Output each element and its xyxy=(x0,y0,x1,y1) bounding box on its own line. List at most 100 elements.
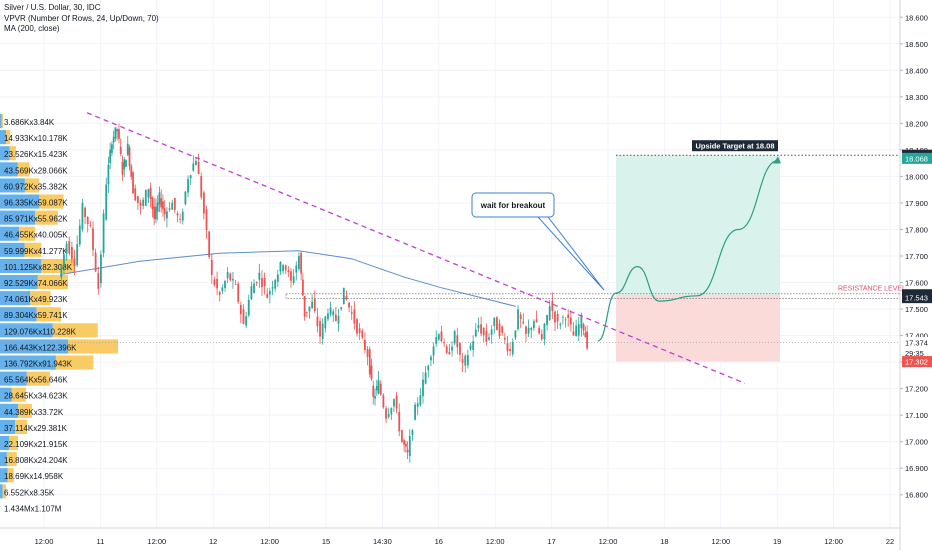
candle-body xyxy=(559,324,562,326)
vp-row-label: 89.304Kx59.741K xyxy=(4,311,68,320)
candle-body xyxy=(474,329,477,337)
candle-body xyxy=(166,211,168,219)
candle-body xyxy=(440,331,443,342)
vp-bar-down xyxy=(39,194,64,209)
vp-row-label: 60.972Kx35.382K xyxy=(4,182,68,191)
projection-path[interactable] xyxy=(597,159,779,342)
candle-body xyxy=(121,162,124,175)
vp-bar-down xyxy=(6,452,17,467)
price-tick-label: 17.100 xyxy=(905,411,928,420)
candle-body xyxy=(156,202,159,212)
candle-body xyxy=(147,189,150,198)
vp-bar-up xyxy=(0,484,3,499)
candle-body xyxy=(308,306,311,312)
candle-body xyxy=(353,309,356,324)
candle-body xyxy=(464,355,467,366)
price-tick-label: 17.600 xyxy=(905,279,928,288)
candle-body xyxy=(84,207,86,218)
candle-body xyxy=(321,323,324,340)
candle-body xyxy=(535,319,538,323)
candle-body xyxy=(368,349,371,375)
symbol-title[interactable]: Silver / U.S. Dollar, 30, IDC xyxy=(4,3,101,12)
target-label-box xyxy=(692,140,778,152)
candle-body xyxy=(562,316,564,318)
candle-body xyxy=(364,339,366,351)
vp-bar-down xyxy=(67,339,118,354)
vp-row-label: 101.125Kx82.308K xyxy=(4,263,73,272)
candle-body xyxy=(577,324,580,336)
candle-body xyxy=(548,306,551,320)
vp-bar-up xyxy=(0,419,16,434)
candle-body xyxy=(517,309,519,330)
vp-row-label: 37.114Kx29.381K xyxy=(4,424,68,433)
vpvr-indicator-label[interactable]: VPVR (Number Of Rows, 24, Up/Down, 70) xyxy=(4,13,159,23)
candle-body xyxy=(327,313,329,320)
candle-body xyxy=(461,359,464,363)
candle-body xyxy=(538,327,541,334)
time-tick-label: 18 xyxy=(660,537,668,546)
candles xyxy=(60,123,589,463)
price-tick-label: 18.300 xyxy=(905,93,928,102)
vp-row-label: 65.564Kx56.646K xyxy=(4,376,68,385)
indicator-legend: Silver / U.S. Dollar, 30, IDC VPVR (Numb… xyxy=(4,3,159,35)
descending-trendline[interactable] xyxy=(86,112,746,384)
vp-bar-down xyxy=(1,114,4,129)
candle-body xyxy=(111,144,113,153)
candle-body xyxy=(92,228,94,250)
price-badge-label: 29:35 xyxy=(905,349,924,358)
candle-body xyxy=(435,337,438,344)
time-tick-label: 16 xyxy=(435,537,443,546)
candle-body xyxy=(456,335,459,348)
candle-body xyxy=(173,198,176,210)
candle-body xyxy=(556,313,559,322)
vp-row-label: 129.076Kx110.228K xyxy=(4,327,77,336)
candle-body xyxy=(530,327,533,331)
candle-body xyxy=(305,311,308,313)
vp-bar-up xyxy=(0,307,37,322)
volume-profile: 3.686Kx3.84K 14.933Kx10.178K 23.526Kx15.42… xyxy=(0,114,118,513)
candle-body xyxy=(237,283,240,302)
price-tick-label: 16.800 xyxy=(905,491,928,500)
candle-body xyxy=(68,241,71,254)
candle-body xyxy=(78,225,81,245)
candle-body xyxy=(119,146,122,154)
candle-body xyxy=(160,198,163,208)
price-badge xyxy=(902,292,932,304)
candle-body xyxy=(375,386,378,391)
vp-row-label: 28.645Kx34.623K xyxy=(4,392,68,401)
vp-row-label: 22.109Kx21.915K xyxy=(4,440,68,449)
candle-body xyxy=(232,278,234,281)
candle-body xyxy=(242,309,245,324)
ma-line[interactable] xyxy=(59,250,516,307)
candle-body xyxy=(136,196,139,203)
candle-body xyxy=(250,286,253,300)
price-badge xyxy=(902,152,932,164)
candle-body xyxy=(276,274,279,282)
candle-body xyxy=(554,311,556,323)
candle-body xyxy=(134,188,137,201)
price-badge xyxy=(902,347,932,359)
breakout-callout[interactable]: wait for breakout xyxy=(471,192,605,291)
vp-bar-up xyxy=(0,146,10,161)
ma-indicator-label[interactable]: MA (200, close) xyxy=(4,24,60,33)
vp-bar-down xyxy=(9,146,16,161)
stop-zone[interactable] xyxy=(616,294,780,362)
candle-body xyxy=(114,127,117,139)
candle-body xyxy=(89,225,92,226)
vp-row-label: 44.389Kx33.72K xyxy=(4,408,64,417)
vp-row-label: 96.335Kx59.087K xyxy=(4,199,68,208)
candle-body xyxy=(532,321,535,328)
vp-bar-up xyxy=(0,452,7,467)
time-tick-label: 14:30 xyxy=(373,537,392,546)
vp-bar-down xyxy=(24,178,40,193)
candle-body xyxy=(490,329,493,335)
target-zone[interactable] xyxy=(616,155,780,295)
vp-bar-down xyxy=(26,371,50,386)
candle-body xyxy=(424,372,427,384)
candle-body xyxy=(453,331,456,344)
candle-body xyxy=(430,356,432,361)
candle-body xyxy=(261,278,263,287)
candle-body xyxy=(187,179,189,193)
